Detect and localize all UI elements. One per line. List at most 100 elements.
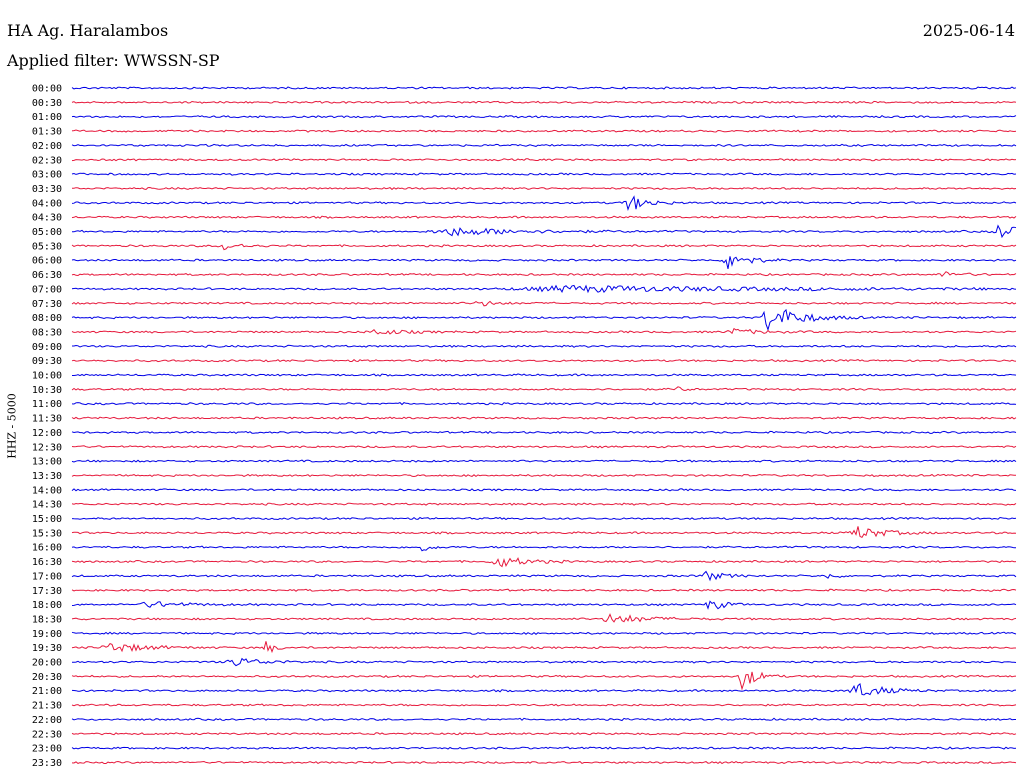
seismic-trace [71,271,1017,277]
time-label: 23:00 [32,744,62,755]
time-label: 11:30 [32,414,62,425]
time-label: 20:30 [32,672,62,683]
time-label: 05:00 [32,227,62,238]
time-label: 17:30 [32,586,62,597]
time-label: 14:30 [32,500,62,511]
time-label: 13:30 [32,471,62,482]
seismic-trace [71,473,1017,478]
time-label: 22:00 [32,715,62,726]
time-label: 03:00 [32,170,62,181]
time-label: 04:30 [32,213,62,224]
seismic-trace [71,215,1017,219]
seismic-trace [72,186,1017,191]
time-label: 19:00 [32,629,62,640]
time-label: 19:30 [32,643,62,654]
time-label: 11:00 [32,399,62,410]
seismic-trace [71,557,1017,568]
time-label: 12:30 [32,442,62,453]
time-label: 21:30 [32,701,62,712]
seismic-trace [71,386,1017,391]
seismic-trace [71,526,1017,539]
time-label: 16:30 [32,557,62,568]
seismic-trace [72,373,1017,377]
time-label: 14:00 [32,485,62,496]
seismic-trace [71,732,1017,736]
seismic-trace [71,445,1017,449]
seismic-trace [71,256,1017,270]
seismic-trace [71,100,1017,104]
time-label: 00:30 [32,98,62,109]
seismic-trace [71,284,1017,294]
time-label: 23:30 [32,758,62,769]
time-label: 10:30 [32,385,62,396]
time-label: 06:30 [32,270,62,281]
seismic-trace [72,657,1017,667]
filter-label: Applied filter: WWSSN-SP [7,51,220,70]
date-label: 2025-06-14 [922,21,1015,40]
seismic-trace [71,516,1017,521]
time-label: 02:00 [32,141,62,152]
seismic-trace [71,327,1017,335]
seismic-trace [72,224,1017,239]
time-label: 03:30 [32,184,62,195]
seismic-trace [71,86,1017,90]
time-label: 18:00 [32,600,62,611]
seismic-trace [71,588,1017,592]
seismic-trace [71,682,1017,696]
time-label: 08:30 [32,327,62,338]
time-label: 15:00 [32,514,62,525]
seismic-trace [71,746,1017,750]
seismic-trace [71,488,1017,492]
time-label: 12:00 [32,428,62,439]
time-label: 10:00 [32,371,62,382]
seismic-trace [71,416,1017,420]
time-label: 01:00 [32,112,62,123]
seismic-trace [71,359,1017,363]
time-label: 18:30 [32,614,62,625]
time-label: 15:30 [32,528,62,539]
time-label: 06:00 [32,256,62,267]
time-label: 22:30 [32,729,62,740]
time-label: 17:00 [32,571,62,582]
seismic-trace [71,570,1017,582]
seismic-trace [71,703,1017,707]
time-label: 00:00 [32,84,62,95]
seismic-trace [71,158,1017,162]
seismic-trace [71,613,1017,623]
time-label: 16:00 [32,543,62,554]
seismic-trace [71,631,1017,635]
seismic-trace [71,401,1017,406]
time-label: 09:30 [32,356,62,367]
time-label: 02:30 [32,155,62,166]
time-label: 05:30 [32,241,62,252]
seismic-trace [71,760,1017,765]
time-label: 07:00 [32,284,62,295]
time-label: 08:00 [32,313,62,324]
seismic-trace [71,717,1016,722]
seismic-trace [71,195,1017,211]
time-label: 04:00 [32,198,62,209]
seismic-trace [71,600,1017,610]
seismic-trace [71,143,1017,147]
seismic-trace [71,172,1017,176]
time-label: 01:30 [32,127,62,138]
seismic-trace [71,459,1017,463]
seismic-trace [71,641,1016,654]
seismic-trace [71,671,1017,691]
time-label: 09:00 [32,342,62,353]
time-label: 07:30 [32,299,62,310]
time-label: 20:00 [32,658,62,669]
seismic-trace [71,545,1017,552]
seismic-trace [71,430,1017,435]
seismic-trace [71,308,1017,332]
time-label: 13:00 [32,457,62,468]
station-title: HA Ag. Haralambos [7,21,169,40]
seismic-trace [71,502,1017,506]
seismic-trace [71,243,1017,251]
time-label: 21:00 [32,686,62,697]
seismic-trace [71,114,1017,119]
seismic-trace [71,129,1017,133]
seismic-trace [71,300,1017,307]
seismic-trace [72,344,1017,348]
